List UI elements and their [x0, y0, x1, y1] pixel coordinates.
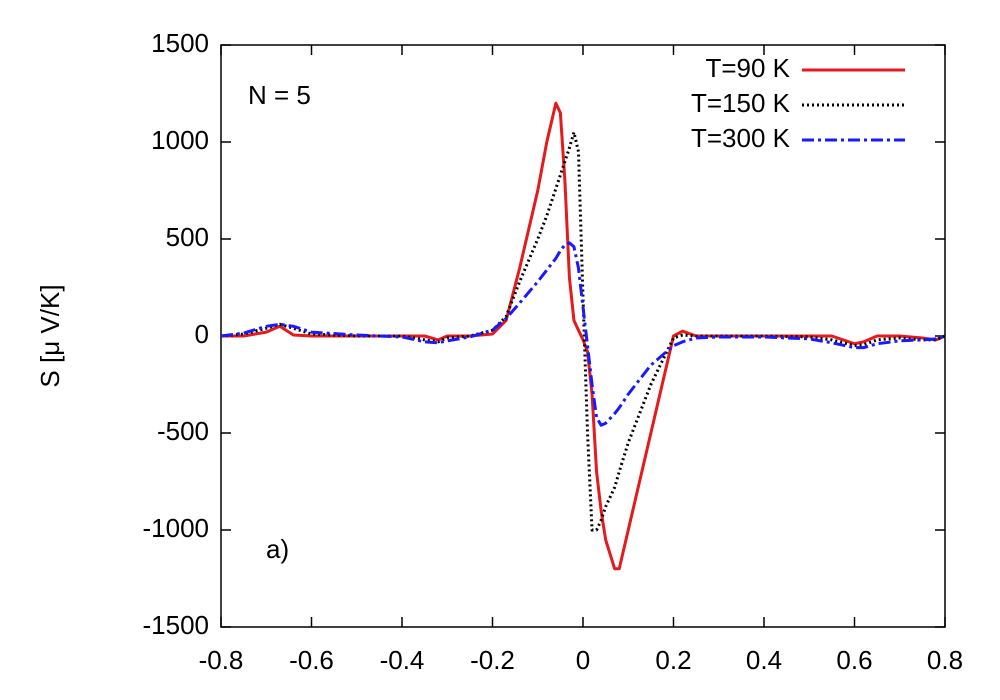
x-tick-label: -0.4 [380, 645, 425, 675]
y-tick-label: -1500 [143, 610, 210, 640]
x-tick-label: -0.8 [199, 645, 244, 675]
x-tick-label: 0.4 [746, 645, 782, 675]
x-tick-label: 0.2 [655, 645, 691, 675]
legend-label: T=300 K [691, 123, 791, 153]
x-tick-label: 0.6 [836, 645, 872, 675]
x-tick-label: 0.8 [927, 645, 963, 675]
x-tick-label: -0.2 [470, 645, 515, 675]
y-tick-label: -500 [157, 416, 209, 446]
y-tick-label: 0 [195, 319, 209, 349]
annotation: N = 5 [248, 80, 311, 110]
series-line [220, 241, 946, 427]
x-tick-label: 0 [576, 645, 590, 675]
legend-label: T=90 K [705, 53, 790, 83]
y-tick-label: 1000 [151, 125, 209, 155]
y-tick-label: 500 [166, 222, 209, 252]
y-tick-label: -1000 [143, 513, 210, 543]
annotation: a) [266, 534, 289, 564]
y-tick-label: 1500 [151, 28, 209, 58]
y-axis-label: S [μ V/K] [35, 284, 65, 387]
legend-label: T=150 K [691, 88, 791, 118]
series-line [220, 130, 946, 532]
x-tick-label: -0.6 [289, 645, 334, 675]
